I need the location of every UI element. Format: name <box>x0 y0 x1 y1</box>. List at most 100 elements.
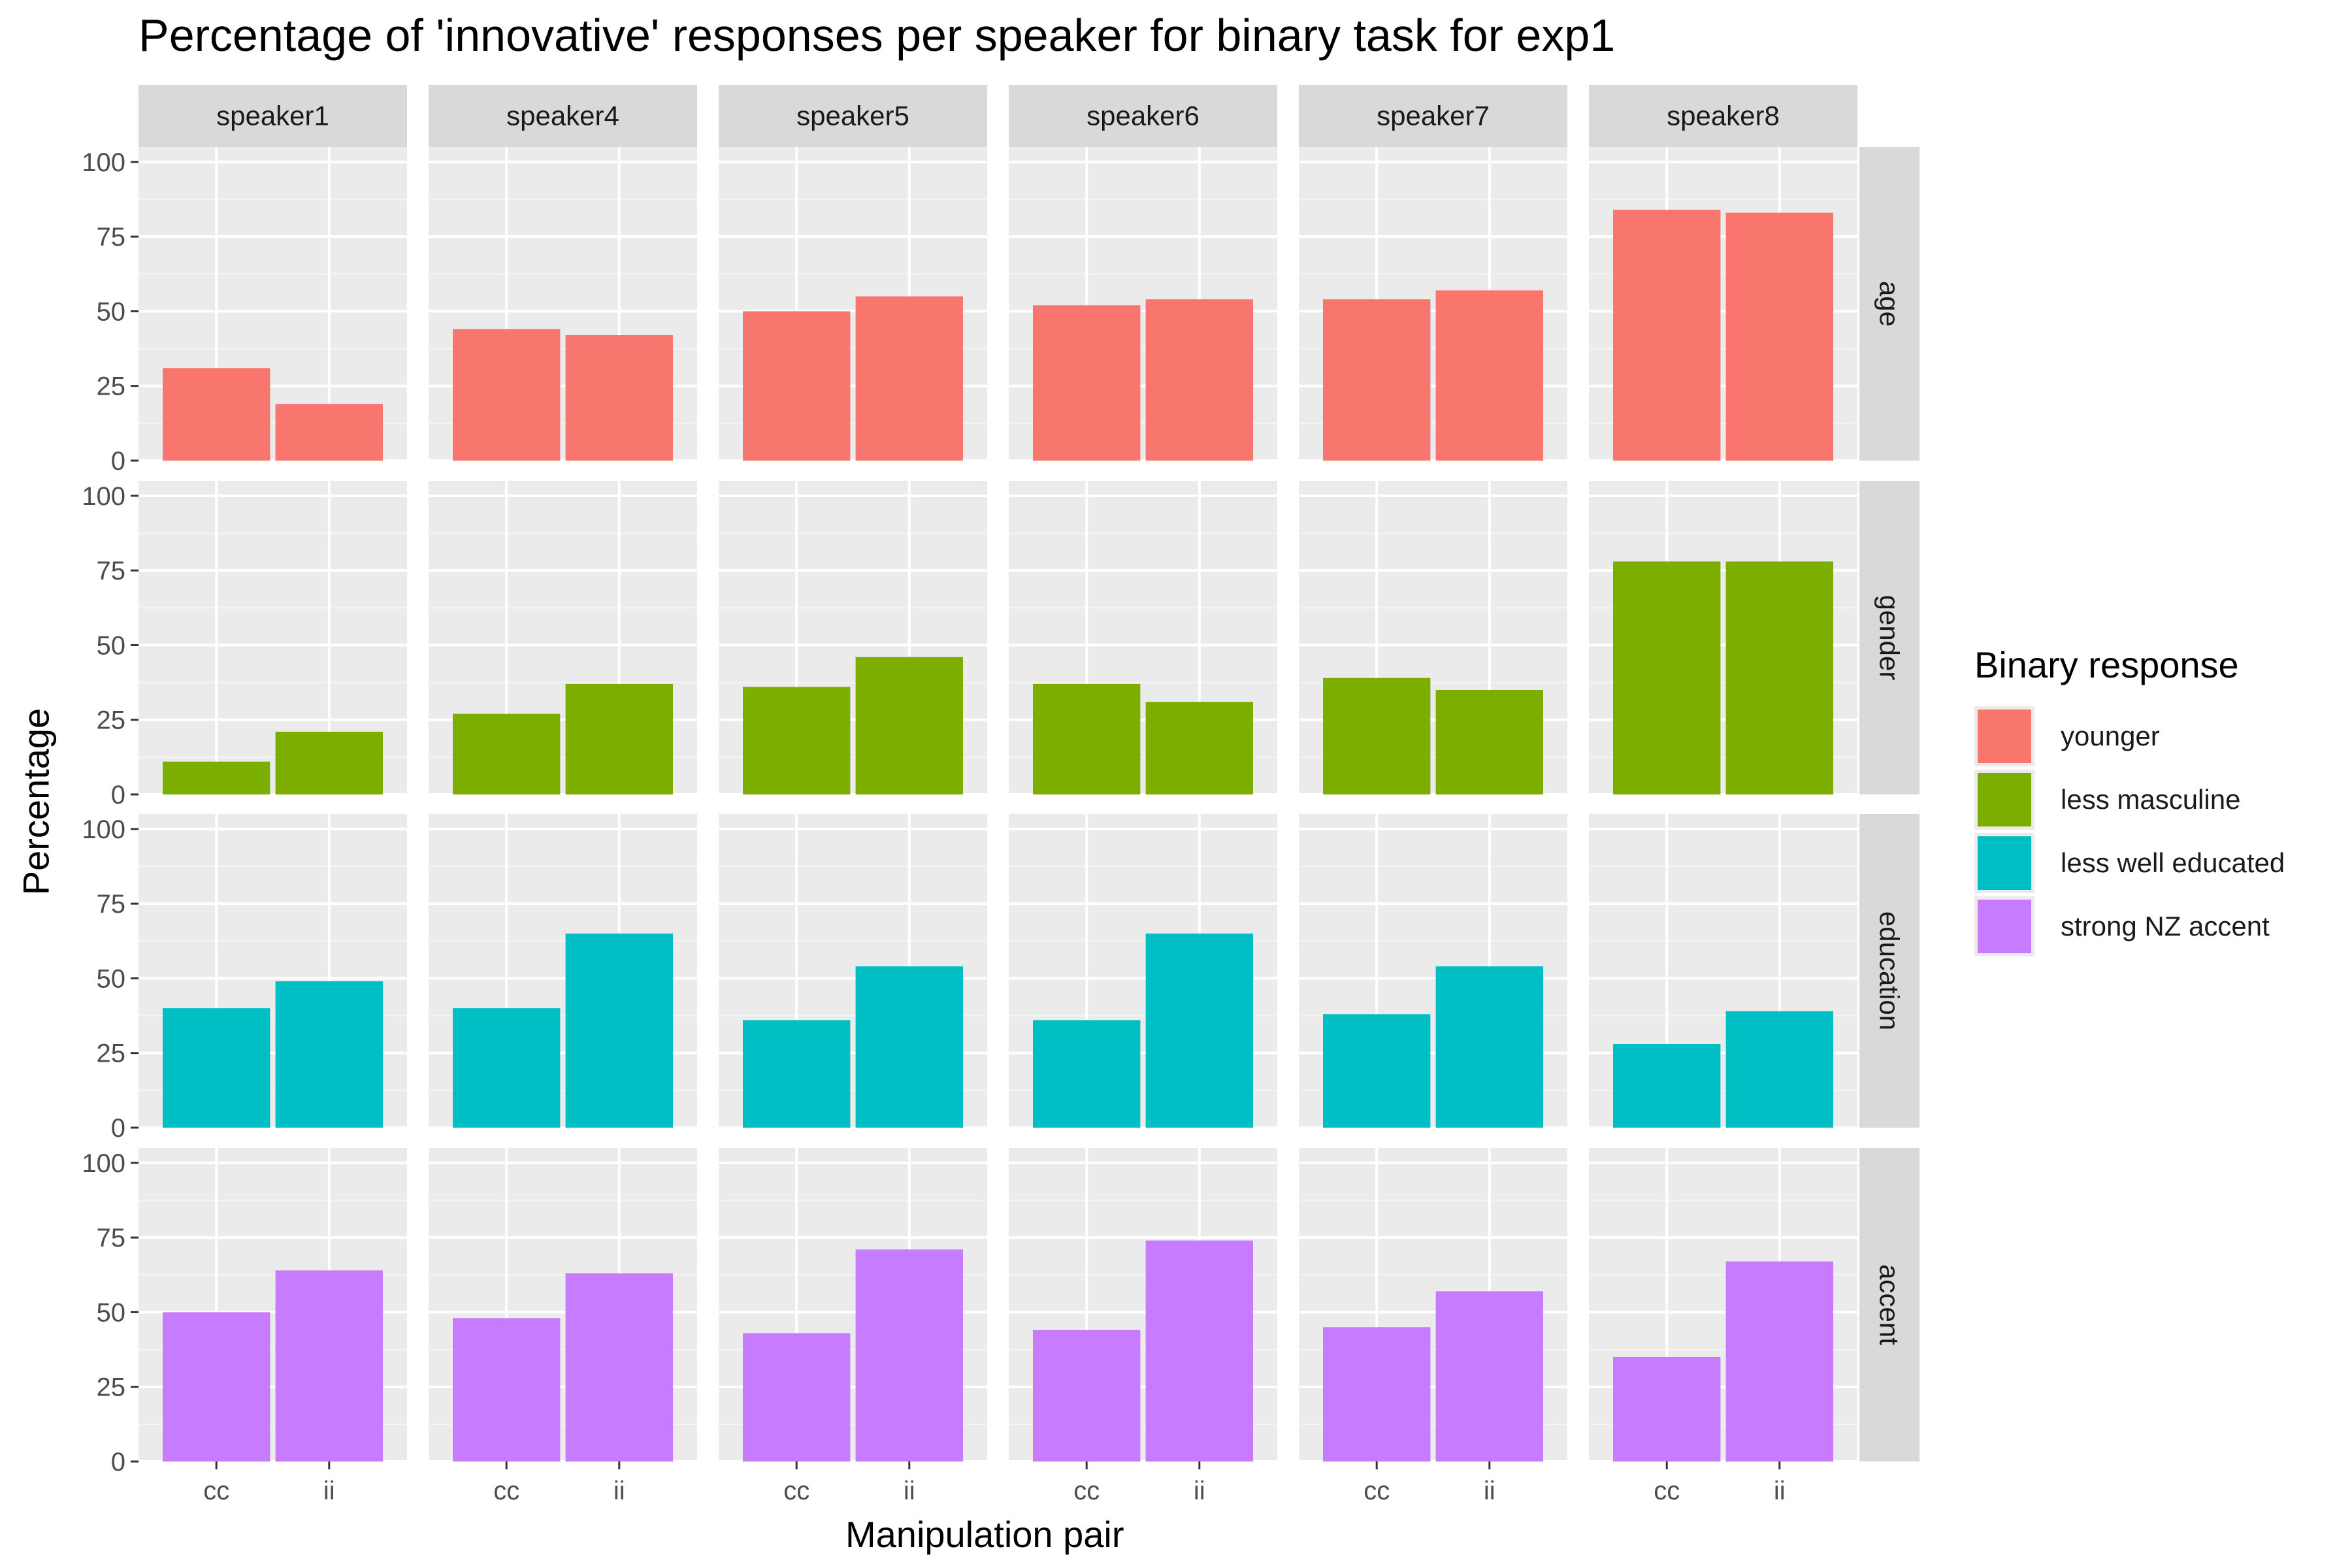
bar-age-speaker6-cc <box>1032 305 1141 461</box>
bar-education-speaker4-ii <box>565 933 674 1128</box>
bar-accent-speaker8-ii <box>1725 1261 1834 1462</box>
x-tick-label-cc: cc <box>493 1477 519 1505</box>
y-tick-label: 25 <box>97 1373 126 1402</box>
bar-gender-speaker1-ii <box>275 732 384 794</box>
bar-age-speaker1-ii <box>275 404 384 461</box>
x-tick-label-cc: cc <box>783 1477 809 1505</box>
legend-label-less-masculine: less masculine <box>2061 783 2241 815</box>
bar-gender-speaker6-ii <box>1145 702 1254 794</box>
bar-education-speaker1-ii <box>275 981 384 1128</box>
legend-label-younger: younger <box>2061 720 2160 751</box>
x-tick-label-ii: ii <box>904 1477 915 1505</box>
y-tick-label: 25 <box>97 372 126 401</box>
strip-speaker1 <box>139 85 407 147</box>
bar-age-speaker7-cc <box>1322 299 1431 461</box>
strip-label-speaker8: speaker8 <box>1667 101 1780 131</box>
y-tick-label: 50 <box>97 964 126 993</box>
bar-education-speaker4-cc <box>452 1008 561 1128</box>
bar-accent-speaker1-cc <box>162 1312 270 1462</box>
bar-gender-speaker6-cc <box>1032 683 1141 794</box>
y-tick-label: 100 <box>82 482 125 511</box>
strip-speaker4 <box>429 85 697 147</box>
y-tick-label: 25 <box>97 1039 126 1068</box>
strip-label-speaker1: speaker1 <box>216 101 329 131</box>
x-tick-label-ii: ii <box>323 1477 335 1505</box>
y-tick-label: 100 <box>82 1149 125 1178</box>
legend-item-less-well-educated: less well educated <box>1974 831 2285 894</box>
y-tick-label: 100 <box>82 148 125 177</box>
bar-accent-speaker5-cc <box>742 1333 851 1462</box>
bar-accent-speaker7-cc <box>1322 1327 1431 1462</box>
bar-gender-speaker1-cc <box>162 761 270 794</box>
row-strip-age <box>1859 147 1919 461</box>
bar-age-speaker1-cc <box>162 368 270 461</box>
y-tick-label: 0 <box>111 447 125 476</box>
x-tick-label-ii: ii <box>1484 1477 1495 1505</box>
bar-gender-speaker7-cc <box>1322 678 1431 794</box>
strip-label-speaker7: speaker7 <box>1377 101 1490 131</box>
legend-swatch-less-masculine <box>1978 772 2031 826</box>
bar-accent-speaker1-ii <box>275 1270 384 1462</box>
bar-age-speaker4-cc <box>452 329 561 461</box>
strip-label-speaker4: speaker4 <box>506 101 619 131</box>
bar-gender-speaker4-ii <box>565 683 674 794</box>
bar-gender-speaker5-cc <box>742 687 851 794</box>
bar-age-speaker4-ii <box>565 335 674 461</box>
x-tick-label-cc: cc <box>1364 1477 1390 1505</box>
row-strip-accent <box>1859 1148 1919 1462</box>
legend-swatch-less-well-educated <box>1978 836 2031 890</box>
bar-age-speaker8-ii <box>1725 212 1834 461</box>
bar-gender-speaker7-ii <box>1435 690 1544 794</box>
bar-accent-speaker8-cc <box>1612 1357 1721 1462</box>
y-tick-label: 50 <box>97 297 126 326</box>
x-tick-label-cc: cc <box>1073 1477 1100 1505</box>
bar-accent-speaker7-ii <box>1435 1291 1544 1462</box>
row-strip-label-education: education <box>1874 911 1905 1030</box>
bar-education-speaker6-cc <box>1032 1020 1141 1128</box>
y-tick-label: 50 <box>97 1298 126 1327</box>
bar-education-speaker1-cc <box>162 1008 270 1128</box>
y-tick-label: 0 <box>111 1114 125 1143</box>
bar-accent-speaker5-ii <box>855 1249 964 1462</box>
strip-speaker5 <box>719 85 987 147</box>
bar-age-speaker6-ii <box>1145 299 1254 461</box>
bar-accent-speaker6-cc <box>1032 1330 1141 1462</box>
row-strip-label-accent: accent <box>1874 1264 1905 1345</box>
legend-item-strong-nz-accent: strong NZ accent <box>1974 894 2285 958</box>
strip-speaker8 <box>1589 85 1857 147</box>
x-axis-title: Manipulation pair <box>845 1514 1124 1555</box>
bar-gender-speaker5-ii <box>855 657 964 794</box>
row-strip-label-gender: gender <box>1874 595 1905 681</box>
bar-gender-speaker8-ii <box>1725 561 1834 794</box>
strip-label-speaker6: speaker6 <box>1086 101 1200 131</box>
legend-label-strong-nz-accent: strong NZ accent <box>2061 910 2270 941</box>
x-tick-label-ii: ii <box>1194 1477 1205 1505</box>
bar-accent-speaker4-ii <box>565 1273 674 1462</box>
x-tick-label-cc: cc <box>203 1477 229 1505</box>
row-strip-label-age: age <box>1874 281 1905 327</box>
y-tick-label: 0 <box>111 1448 125 1477</box>
y-tick-label: 75 <box>97 223 126 252</box>
legend-item-less-masculine: less masculine <box>1974 768 2285 831</box>
bar-education-speaker8-ii <box>1725 1011 1834 1128</box>
bar-age-speaker8-cc <box>1612 210 1721 461</box>
x-tick-label-ii: ii <box>613 1477 625 1505</box>
bar-age-speaker7-ii <box>1435 290 1544 461</box>
y-tick-label: 75 <box>97 557 126 585</box>
bar-accent-speaker6-ii <box>1145 1240 1254 1462</box>
bar-education-speaker6-ii <box>1145 933 1254 1128</box>
strip-speaker7 <box>1299 85 1567 147</box>
y-tick-label: 25 <box>97 706 126 735</box>
chart-title: Percentage of 'innovative' responses per… <box>139 10 1616 61</box>
row-strip-gender <box>1859 481 1919 794</box>
bar-education-speaker5-cc <box>742 1020 851 1128</box>
legend-swatch-strong-nz-accent <box>1978 899 2031 953</box>
y-axis-title: Percentage <box>15 708 57 896</box>
row-strip-education <box>1859 814 1919 1128</box>
bar-age-speaker5-ii <box>855 296 964 461</box>
bar-gender-speaker8-cc <box>1612 561 1721 794</box>
y-tick-label: 100 <box>82 815 125 844</box>
legend-swatch-younger <box>1978 709 2031 763</box>
